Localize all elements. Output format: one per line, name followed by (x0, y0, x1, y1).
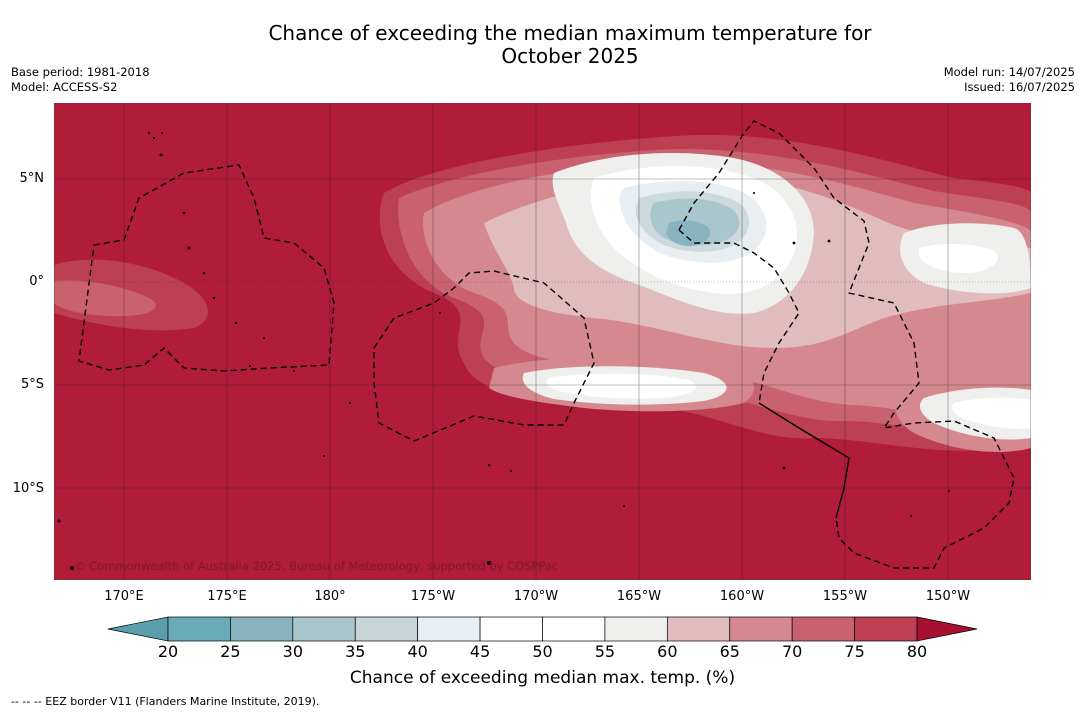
issued-date: Issued: 16/07/2025 (964, 80, 1075, 94)
colorbar-bin (791, 616, 855, 642)
lat-label-5s: 5°S (20, 377, 44, 392)
colorbar (107, 616, 978, 642)
lon-label-175e: 175°E (207, 589, 247, 604)
colorbar-tick-label: 25 (220, 642, 241, 661)
colorbar-tick-label: 20 (157, 642, 179, 661)
colorbar-bin (666, 616, 731, 642)
colorbar-tick-label: 50 (532, 642, 553, 661)
lon-label-170w: 170°W (513, 589, 559, 604)
lat-label-5n: 5°N (19, 171, 45, 186)
lat-label-10s: 10°S (12, 481, 44, 496)
meta-left: Base period: 1981-2018 Model: ACCESS-S2 (11, 65, 150, 95)
colorbar-tick-label: 60 (657, 642, 678, 661)
model-name: Model: ACCESS-S2 (11, 80, 118, 94)
colorbar-bin (854, 616, 918, 642)
colorbar-bin (354, 616, 419, 642)
islands (57, 131, 950, 570)
colorbar-tick-label: 55 (594, 642, 616, 661)
colorbar-bin (292, 616, 356, 642)
colorbar-label: Chance of exceeding median max. temp. (%… (349, 668, 736, 688)
boundary-solid (758, 402, 850, 519)
probability-map: © Commonwealth of Australia 2025, Bureau… (54, 103, 1031, 580)
lon-label-150w: 150°W (925, 589, 971, 604)
copyright-text: © Commonwealth of Australia 2025, Bureau… (74, 559, 558, 573)
meta-right: Model run: 14/07/2025 Issued: 16/07/2025 (944, 65, 1075, 95)
colorbar-bin (729, 616, 793, 642)
graticule (54, 103, 1031, 580)
model-run: Model run: 14/07/2025 (943, 65, 1075, 79)
lon-label-165w: 165°W (616, 589, 662, 604)
region-50-east (919, 243, 998, 274)
colorbar-bin (230, 616, 294, 642)
region-30-central (666, 220, 711, 247)
colorbar-tick-label: 35 (345, 642, 366, 661)
title-line-2: October 2025 (501, 44, 639, 68)
lon-label-155w: 155°W (822, 589, 868, 604)
base-period: Base period: 1981-2018 (11, 65, 150, 79)
colorbar-tick-label: 45 (469, 642, 491, 661)
eez-legend: -- -- -- EEZ border V11 (Flanders Marine… (11, 695, 320, 708)
colorbar-bin (542, 616, 606, 642)
colorbar-tick-label: 40 (407, 642, 428, 661)
colorbar-under-arrow (107, 616, 169, 642)
colorbar-tick-label: 75 (844, 642, 865, 661)
colorbar-tick-label: 30 (282, 642, 303, 661)
lat-label-0: 0° (29, 274, 44, 289)
region-50-southeast (952, 397, 1031, 429)
colorbar-tick-label: 65 (719, 642, 740, 661)
eez-borders (78, 120, 1015, 569)
region-50-south (546, 373, 696, 399)
colorbar-bin (167, 616, 231, 642)
colorbar-tick-label: 70 (781, 642, 803, 661)
title-line-1: Chance of exceeding the median maximum t… (268, 21, 872, 45)
colorbar-bin (417, 616, 481, 642)
region-70-west (54, 280, 156, 317)
chart-title: Chance of exceeding the median maximum t… (0, 22, 1085, 68)
lon-label-175w: 175°W (410, 589, 456, 604)
lon-label-170e: 170°E (104, 589, 144, 604)
colorbar-bin (479, 616, 543, 642)
lon-label-160w: 160°W (719, 589, 765, 604)
colorbar-over-arrow (916, 616, 978, 642)
colorbar-bin (604, 616, 668, 642)
colorbar-tick-label: 80 (906, 642, 928, 661)
colorbar-bins (167, 616, 918, 642)
lon-label-180: 180° (314, 589, 346, 604)
